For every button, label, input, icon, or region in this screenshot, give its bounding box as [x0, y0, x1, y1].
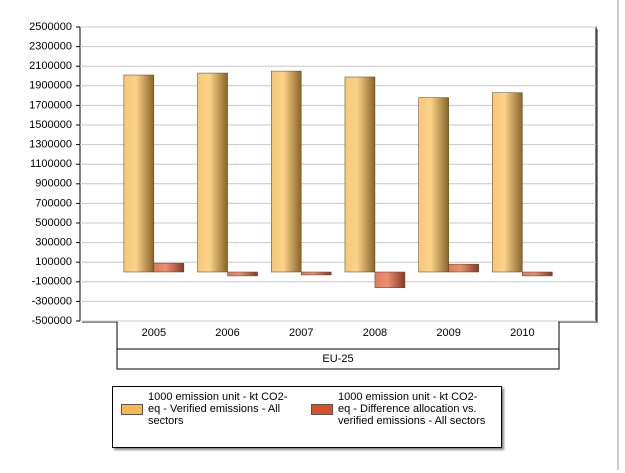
legend-swatch: [311, 404, 333, 415]
x-tick-label: 2009: [436, 327, 460, 339]
bar: [153, 262, 185, 273]
y-tick-label: 500000: [35, 217, 72, 229]
y-tick-label: 900000: [35, 178, 72, 190]
y-tick-label: -300000: [32, 295, 72, 307]
category-box: [116, 320, 560, 370]
legend-label: 1000 emission unit - kt CO2-eq - Differe…: [338, 391, 486, 427]
bar: [123, 74, 155, 273]
y-tick-label: 100000: [35, 256, 72, 268]
y-tick-label: -100000: [32, 276, 72, 288]
bar: [227, 271, 258, 277]
y-tick-label: -500000: [32, 315, 72, 327]
x-tick-label: 2007: [289, 327, 313, 339]
legend-label: 1000 emission unit - kt CO2-eq - Verifie…: [148, 391, 288, 427]
x-tick-label: 2005: [142, 327, 166, 339]
bar: [271, 70, 302, 273]
y-tick-label: 2500000: [29, 21, 72, 33]
bar: [197, 72, 228, 273]
bar: [448, 263, 479, 273]
bar: [418, 97, 449, 273]
y-tick-label: 300000: [35, 237, 72, 249]
bar: [522, 271, 553, 277]
y-tick-label: 1500000: [29, 119, 72, 131]
bar: [344, 76, 376, 273]
bar: [374, 271, 406, 288]
x-tick-label: 2006: [215, 327, 239, 339]
y-tick-label: 2100000: [29, 60, 72, 72]
x-tick-label: 2010: [510, 327, 534, 339]
y-tick-label: 1100000: [30, 158, 72, 170]
legend-entry: 1000 emission unit - kt CO2-eq - Verifie…: [113, 391, 298, 427]
y-tick-label: 1300000: [29, 139, 72, 151]
group-label: EU-25: [322, 353, 353, 365]
y-tick-label: 2300000: [29, 41, 72, 53]
legend-entry: 1000 emission unit - kt CO2-eq - Differe…: [303, 391, 488, 427]
legend: 1000 emission unit - kt CO2-eq - Verifie…: [112, 386, 502, 448]
legend-swatch: [121, 404, 143, 415]
y-tick-label: 1900000: [29, 80, 72, 92]
bar: [301, 271, 332, 276]
y-tick-label: 700000: [35, 197, 72, 209]
x-tick-label: 2008: [363, 327, 387, 339]
bar: [492, 92, 523, 273]
y-tick-label: 1700000: [29, 99, 72, 111]
